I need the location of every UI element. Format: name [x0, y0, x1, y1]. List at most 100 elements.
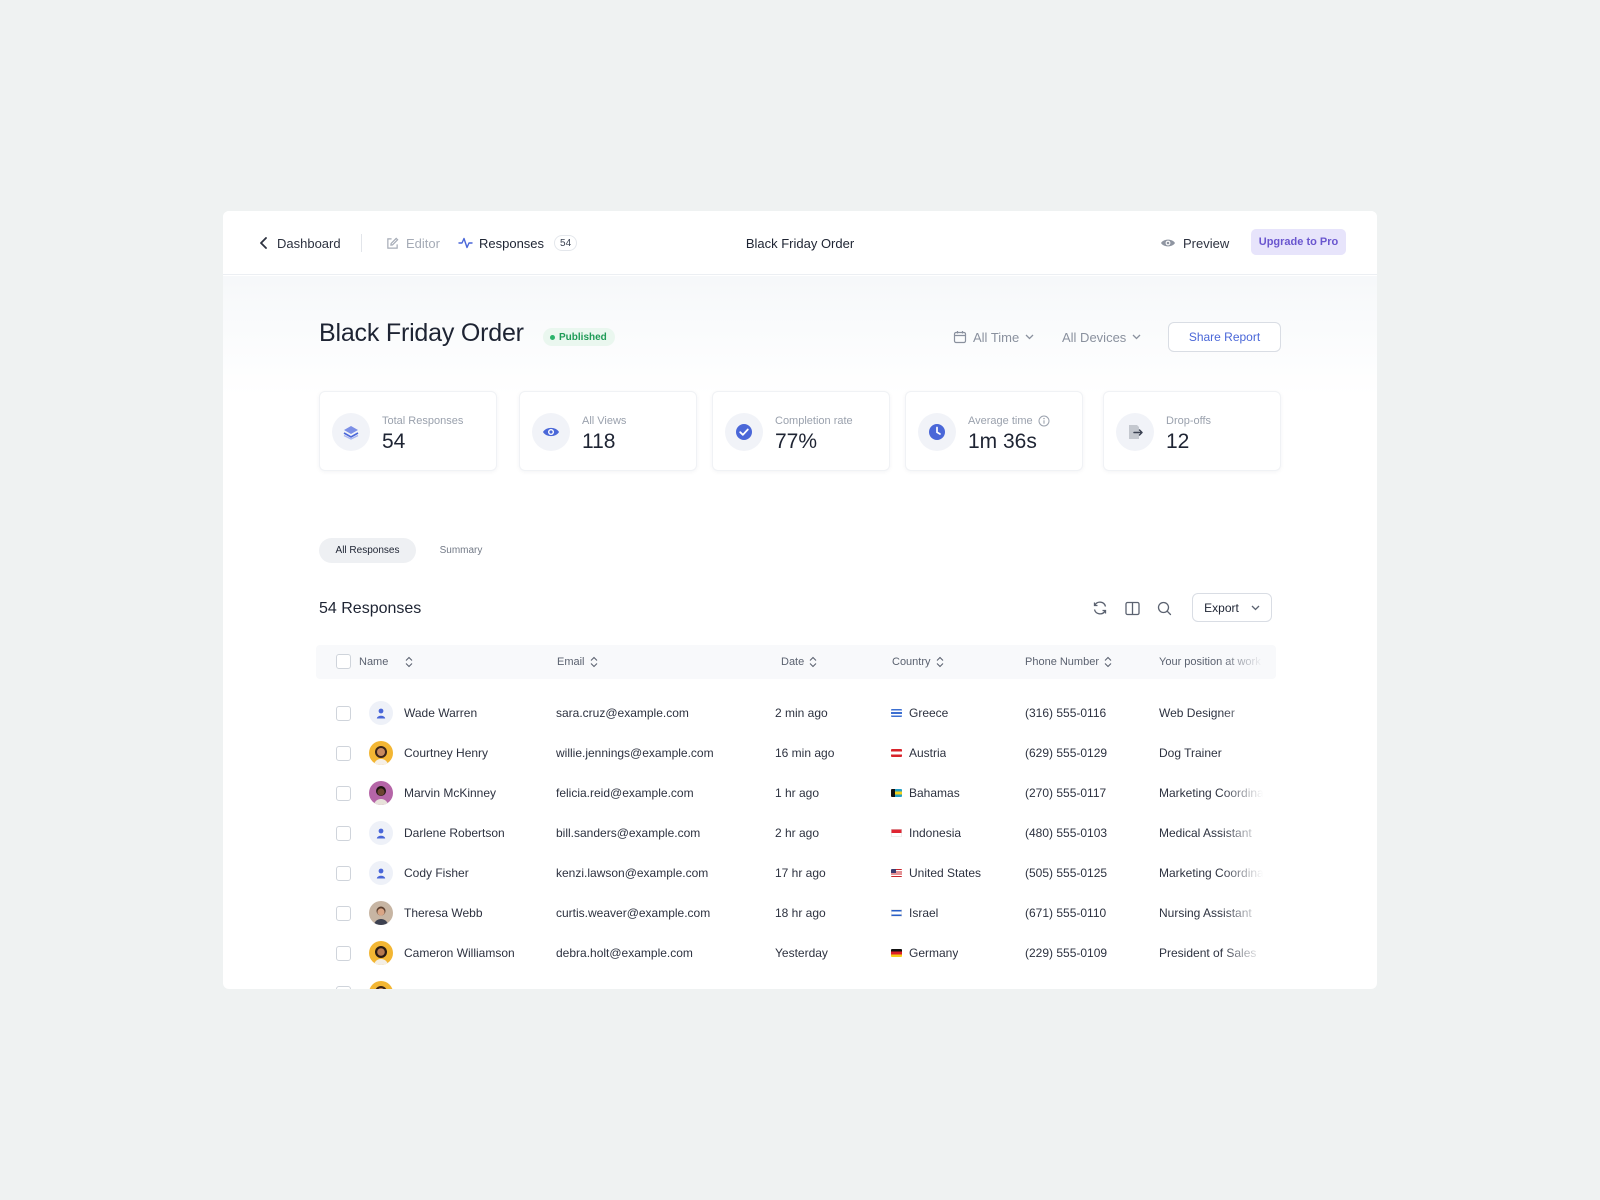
column-header-email[interactable]: Email [557, 645, 598, 679]
sort-icon [809, 656, 817, 668]
greece-flag-icon [891, 709, 902, 717]
exit-icon [1116, 413, 1154, 451]
column-label: Name [359, 656, 389, 668]
editor-label: Editor [406, 235, 440, 251]
responses-window: Dashboard Editor Responses 54 Black Frid… [223, 211, 1377, 989]
country-label: Germany [909, 946, 959, 960]
israel-flag-icon [891, 909, 902, 917]
cell-position: Marketing Coordinator [1159, 786, 1263, 800]
table-row[interactable]: Cameron Williamson debra.holt@example.co… [316, 933, 1276, 973]
columns-button[interactable] [1121, 597, 1143, 619]
select-all-checkbox[interactable] [336, 654, 351, 669]
cell-position: Nursing Assistant [1159, 906, 1252, 920]
country-label: Bahamas [909, 786, 960, 800]
row-checkbox[interactable] [336, 746, 351, 761]
chevron-down-icon [1251, 605, 1260, 610]
tab-all-responses[interactable]: All Responses [319, 538, 416, 563]
top-navigation-bar: Dashboard Editor Responses 54 Black Frid… [223, 211, 1377, 275]
table-row[interactable]: Marvin McKinney felicia.reid@example.com… [316, 773, 1276, 813]
user-photo-icon [374, 906, 388, 925]
nav-divider [361, 234, 362, 252]
table-row[interactable]: Darlene Robertson bill.sanders@example.c… [316, 813, 1276, 853]
back-to-dashboard-link[interactable]: Dashboard [259, 211, 341, 275]
column-header-position[interactable]: Your position at work [1159, 645, 1263, 679]
table-row[interactable]: Wade Warren sara.cruz@example.com 2 min … [316, 693, 1276, 733]
tab-summary[interactable]: Summary [439, 545, 483, 556]
time-filter-label: All Time [973, 329, 1020, 345]
device-filter-dropdown[interactable]: All Devices [1062, 327, 1141, 347]
clock-icon [918, 413, 956, 451]
cell-name: Cameron Williamson [404, 946, 515, 960]
avatar [369, 901, 393, 925]
form-title-container: Black Friday Order [223, 211, 1377, 275]
cell-country: Israel [891, 893, 938, 933]
eye-icon [1161, 239, 1175, 247]
column-header-country[interactable]: Country [892, 645, 944, 679]
time-filter-dropdown[interactable]: All Time [953, 327, 1034, 347]
search-button[interactable] [1153, 597, 1175, 619]
cell-date: 2 hr ago [775, 826, 820, 840]
row-checkbox[interactable] [336, 826, 351, 841]
refresh-button[interactable] [1089, 597, 1111, 619]
row-checkbox[interactable] [336, 906, 351, 921]
cell-phone: (316) 555-0116 [1025, 706, 1107, 720]
table-row[interactable]: Courtney Henry willie.jennings@example.c… [316, 733, 1276, 773]
sort-icon [936, 656, 943, 668]
preview-button[interactable]: Preview [1160, 211, 1229, 275]
stat-value: 77% [775, 430, 818, 453]
column-header-phone[interactable]: Phone Number [1025, 645, 1112, 679]
cell-name: Darlene Robertson [404, 826, 505, 840]
austria-flag-icon [891, 749, 902, 757]
cell-country: Bahamas [891, 773, 960, 813]
row-checkbox[interactable] [336, 986, 351, 989]
sort-icon [1104, 656, 1112, 668]
info-icon[interactable] [1038, 415, 1050, 427]
cell-date: Yesterday [775, 946, 828, 960]
responses-label: Responses [479, 235, 545, 251]
cell-name: Marvin McKinney [404, 786, 497, 800]
stat-label: Drop-offs [1166, 415, 1212, 427]
row-checkbox[interactable] [336, 866, 351, 881]
layers-icon [332, 413, 370, 451]
sort-icon [405, 656, 413, 668]
user-photo-icon [374, 786, 388, 805]
avatar [369, 821, 393, 845]
column-label: Phone Number [1025, 656, 1099, 668]
tab-editor[interactable]: Editor [386, 211, 440, 275]
row-checkbox[interactable] [336, 946, 351, 961]
cell-email: felicia.reid@example.com [556, 786, 694, 800]
form-title: Black Friday Order [745, 235, 855, 251]
stat-label: Total Responses [382, 415, 464, 427]
share-report-button[interactable]: Share Report [1168, 322, 1281, 352]
table-row[interactable]: Theresa Webb curtis.weaver@example.com 1… [316, 893, 1276, 933]
row-checkbox[interactable] [336, 786, 351, 801]
tab-responses[interactable]: Responses 54 [458, 211, 578, 275]
calendar-icon [953, 331, 967, 344]
cell-position: Marketing Coordinator [1159, 866, 1263, 880]
cell-date: 16 min ago [775, 746, 835, 760]
upgrade-to-pro-button[interactable]: Upgrade to Pro [1251, 229, 1346, 255]
user-icon [376, 828, 386, 838]
germany-flag-icon [891, 949, 902, 957]
chevron-left-icon [260, 237, 267, 249]
table-row[interactable]: Cody Fisher kenzi.lawson@example.com 17 … [316, 853, 1276, 893]
stat-card-drop-offs: Drop-offs 12 [1103, 391, 1281, 471]
export-dropdown-button[interactable]: Export [1192, 593, 1272, 622]
country-label: Indonesia [909, 826, 962, 840]
stat-value: 118 [582, 430, 616, 453]
row-checkbox[interactable] [336, 706, 351, 721]
responses-count-heading: 54 Responses [319, 600, 422, 617]
check-circle-icon [725, 413, 763, 451]
column-header-date[interactable]: Date [781, 645, 817, 679]
bahamas-flag-icon [891, 789, 902, 797]
column-label: Date [781, 656, 805, 668]
cell-date: 1 hr ago [775, 786, 820, 800]
cell-country: Germany [891, 933, 958, 973]
column-header-name[interactable]: Name [359, 645, 413, 679]
cell-country: Indonesia [891, 813, 961, 853]
cell-email: sara.cruz@example.com [556, 706, 689, 720]
user-icon [376, 868, 386, 878]
cell-email: kenzi.lawson@example.com [556, 866, 709, 880]
sort-icon [590, 656, 597, 668]
table-row[interactable] [316, 973, 1276, 989]
